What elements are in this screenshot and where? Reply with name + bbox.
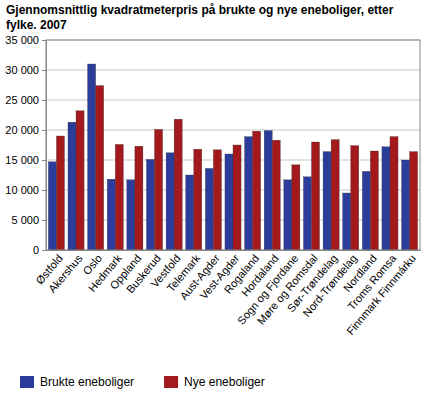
bar — [284, 180, 292, 250]
y-tick-mark — [42, 100, 46, 101]
y-tick-label: 35 000 — [5, 34, 39, 46]
bar — [186, 175, 194, 250]
bar — [107, 179, 115, 250]
x-tick: Finnmark Finnmárku — [344, 250, 418, 337]
y-tick-mark — [42, 130, 46, 131]
legend-item: Nye eneboliger — [164, 375, 265, 389]
bar — [370, 151, 378, 250]
y-tick-label: 15 000 — [5, 154, 39, 166]
x-axis-line — [47, 250, 421, 251]
bar — [303, 177, 311, 250]
x-tick: Akershus — [46, 250, 85, 295]
bar — [362, 171, 370, 250]
y-tick: 30 000 — [5, 64, 46, 76]
bar — [382, 147, 390, 250]
y-tick: 0 — [33, 244, 46, 256]
bar — [351, 146, 359, 250]
bar — [292, 165, 300, 250]
y-tick: 15 000 — [5, 154, 46, 166]
bar — [146, 159, 154, 250]
bar — [410, 152, 418, 250]
bar — [245, 137, 253, 250]
bar — [205, 168, 213, 250]
bars — [48, 64, 417, 250]
bar — [88, 64, 96, 250]
bar — [155, 129, 163, 250]
bar — [213, 150, 221, 250]
y-axis-line — [42, 41, 47, 251]
y-tick-label: 20 000 — [5, 124, 39, 136]
y-tick-mark — [42, 40, 46, 41]
y-tick: 35 000 — [5, 34, 46, 46]
legend-item: Brukte eneboliger — [20, 375, 134, 389]
bar — [135, 146, 143, 250]
y-tick-mark — [42, 220, 46, 221]
y-tick-mark — [42, 250, 46, 251]
bar — [96, 86, 104, 250]
bar — [402, 160, 410, 250]
bar — [166, 153, 174, 250]
y-tick-label: 5 000 — [11, 214, 39, 226]
bar — [68, 122, 76, 250]
y-tick: 25 000 — [5, 94, 46, 106]
x-tick-label: Akershus — [46, 252, 85, 295]
bar — [253, 131, 261, 250]
y-tick-label: 25 000 — [5, 94, 39, 106]
y-tick-label: 10 000 — [5, 184, 39, 196]
legend: Brukte eneboliger Nye eneboliger — [20, 375, 265, 389]
plot-frame — [46, 40, 420, 250]
legend-label: Nye eneboliger — [184, 375, 265, 389]
y-tick: 5 000 — [11, 214, 46, 226]
legend-swatch — [20, 376, 34, 388]
chart: Gjennomsnittlig kvadratmeterpris på bruk… — [0, 0, 426, 398]
bar — [76, 111, 84, 250]
y-tick-label: 0 — [33, 244, 39, 256]
bar — [56, 136, 64, 250]
y-tick: 10 000 — [5, 184, 46, 196]
grid-line — [46, 70, 420, 71]
bar — [343, 193, 351, 250]
x-tick-label: Finnmark Finnmárku — [344, 252, 418, 337]
bar — [48, 162, 56, 250]
bar — [264, 131, 272, 250]
bar — [331, 140, 339, 250]
y-tick: 20 000 — [5, 124, 46, 136]
bar — [311, 142, 319, 250]
bar — [272, 140, 280, 250]
bar — [225, 154, 233, 250]
bar — [127, 180, 135, 250]
y-tick-label: 30 000 — [5, 64, 39, 76]
y-tick-mark — [42, 160, 46, 161]
title: Gjennomsnittlig kvadratmeterpris på bruk… — [6, 3, 394, 32]
bar — [194, 149, 202, 250]
bar — [390, 137, 398, 250]
bar — [323, 152, 331, 250]
y-tick-mark — [42, 190, 46, 191]
legend-label: Brukte eneboliger — [40, 375, 134, 389]
y-tick-mark — [42, 70, 46, 71]
bar — [233, 145, 241, 250]
legend-swatch — [164, 376, 178, 388]
plot: 0 5 000 10 000 15 000 20 000 25 000 30 000 35 0… — [5, 34, 420, 337]
bar — [174, 119, 182, 250]
bar — [115, 144, 123, 250]
